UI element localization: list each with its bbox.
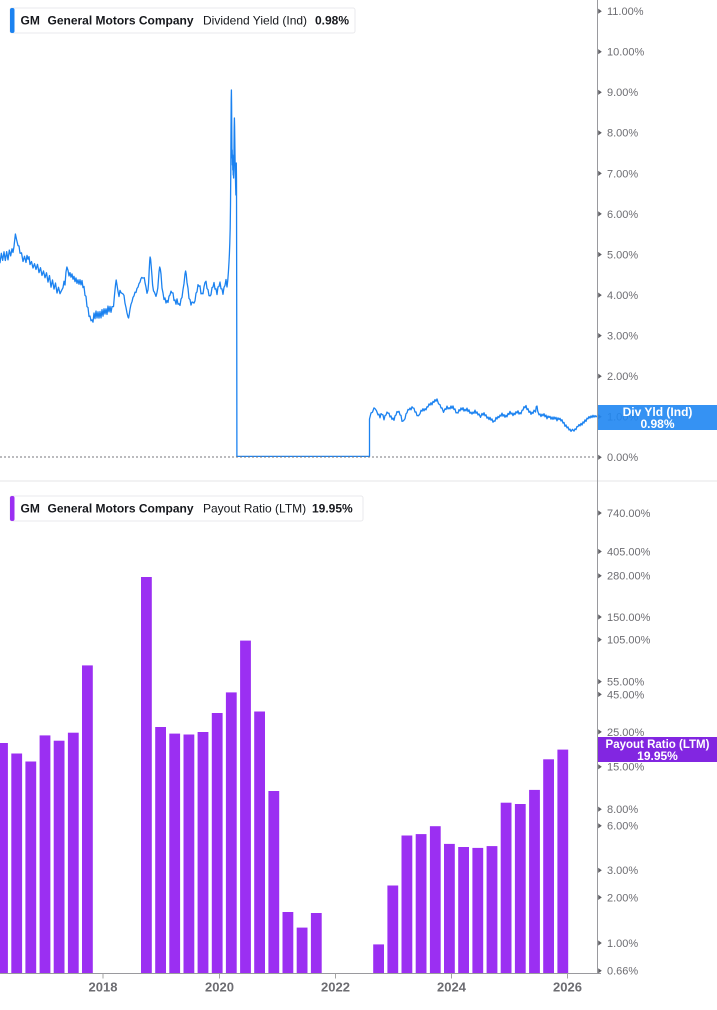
svg-text:1.00%: 1.00% bbox=[607, 938, 638, 950]
svg-text:2020: 2020 bbox=[205, 980, 234, 995]
svg-text:2026: 2026 bbox=[553, 980, 582, 995]
svg-text:2018: 2018 bbox=[89, 980, 118, 995]
svg-text:Payout Ratio (LTM): Payout Ratio (LTM) bbox=[606, 739, 710, 751]
svg-text:405.00%: 405.00% bbox=[607, 546, 651, 558]
svg-text:GM: GM bbox=[21, 502, 40, 516]
svg-text:GM: GM bbox=[21, 14, 40, 28]
svg-text:6.00%: 6.00% bbox=[607, 821, 638, 833]
svg-text:0.98%: 0.98% bbox=[315, 14, 349, 28]
svg-text:2024: 2024 bbox=[437, 980, 467, 995]
svg-text:0.66%: 0.66% bbox=[607, 966, 638, 978]
svg-text:9.00%: 9.00% bbox=[607, 87, 638, 99]
svg-text:10.00%: 10.00% bbox=[607, 47, 645, 59]
svg-text:11.00%: 11.00% bbox=[607, 6, 644, 18]
svg-text:19.95%: 19.95% bbox=[312, 502, 353, 516]
svg-text:General Motors Company: General Motors Company bbox=[48, 14, 194, 28]
svg-text:8.00%: 8.00% bbox=[607, 804, 638, 816]
svg-text:45.00%: 45.00% bbox=[607, 689, 645, 701]
svg-text:2.00%: 2.00% bbox=[607, 371, 638, 383]
svg-text:3.00%: 3.00% bbox=[607, 331, 638, 343]
svg-text:Payout Ratio (LTM): Payout Ratio (LTM) bbox=[203, 502, 306, 516]
svg-text:280.00%: 280.00% bbox=[607, 571, 651, 583]
svg-text:19.95%: 19.95% bbox=[637, 749, 678, 763]
svg-text:7.00%: 7.00% bbox=[607, 168, 638, 180]
svg-text:8.00%: 8.00% bbox=[607, 128, 638, 140]
svg-text:General Motors Company: General Motors Company bbox=[48, 502, 194, 516]
svg-text:0.00%: 0.00% bbox=[607, 452, 638, 464]
svg-text:2.00%: 2.00% bbox=[607, 892, 638, 904]
svg-text:6.00%: 6.00% bbox=[607, 209, 638, 221]
svg-text:Dividend Yield (Ind): Dividend Yield (Ind) bbox=[203, 14, 307, 28]
svg-text:740.00%: 740.00% bbox=[607, 508, 651, 520]
svg-text:2022: 2022 bbox=[321, 980, 350, 995]
svg-text:4.00%: 4.00% bbox=[607, 290, 638, 302]
svg-text:0.98%: 0.98% bbox=[640, 417, 674, 431]
svg-text:3.00%: 3.00% bbox=[607, 865, 638, 877]
svg-text:25.00%: 25.00% bbox=[607, 727, 645, 739]
svg-text:150.00%: 150.00% bbox=[607, 612, 651, 624]
svg-text:55.00%: 55.00% bbox=[607, 677, 645, 689]
svg-text:Div Yld (Ind): Div Yld (Ind) bbox=[623, 405, 693, 419]
svg-text:105.00%: 105.00% bbox=[607, 635, 651, 647]
svg-text:5.00%: 5.00% bbox=[607, 249, 638, 261]
svg-text:15.00%: 15.00% bbox=[607, 762, 645, 774]
